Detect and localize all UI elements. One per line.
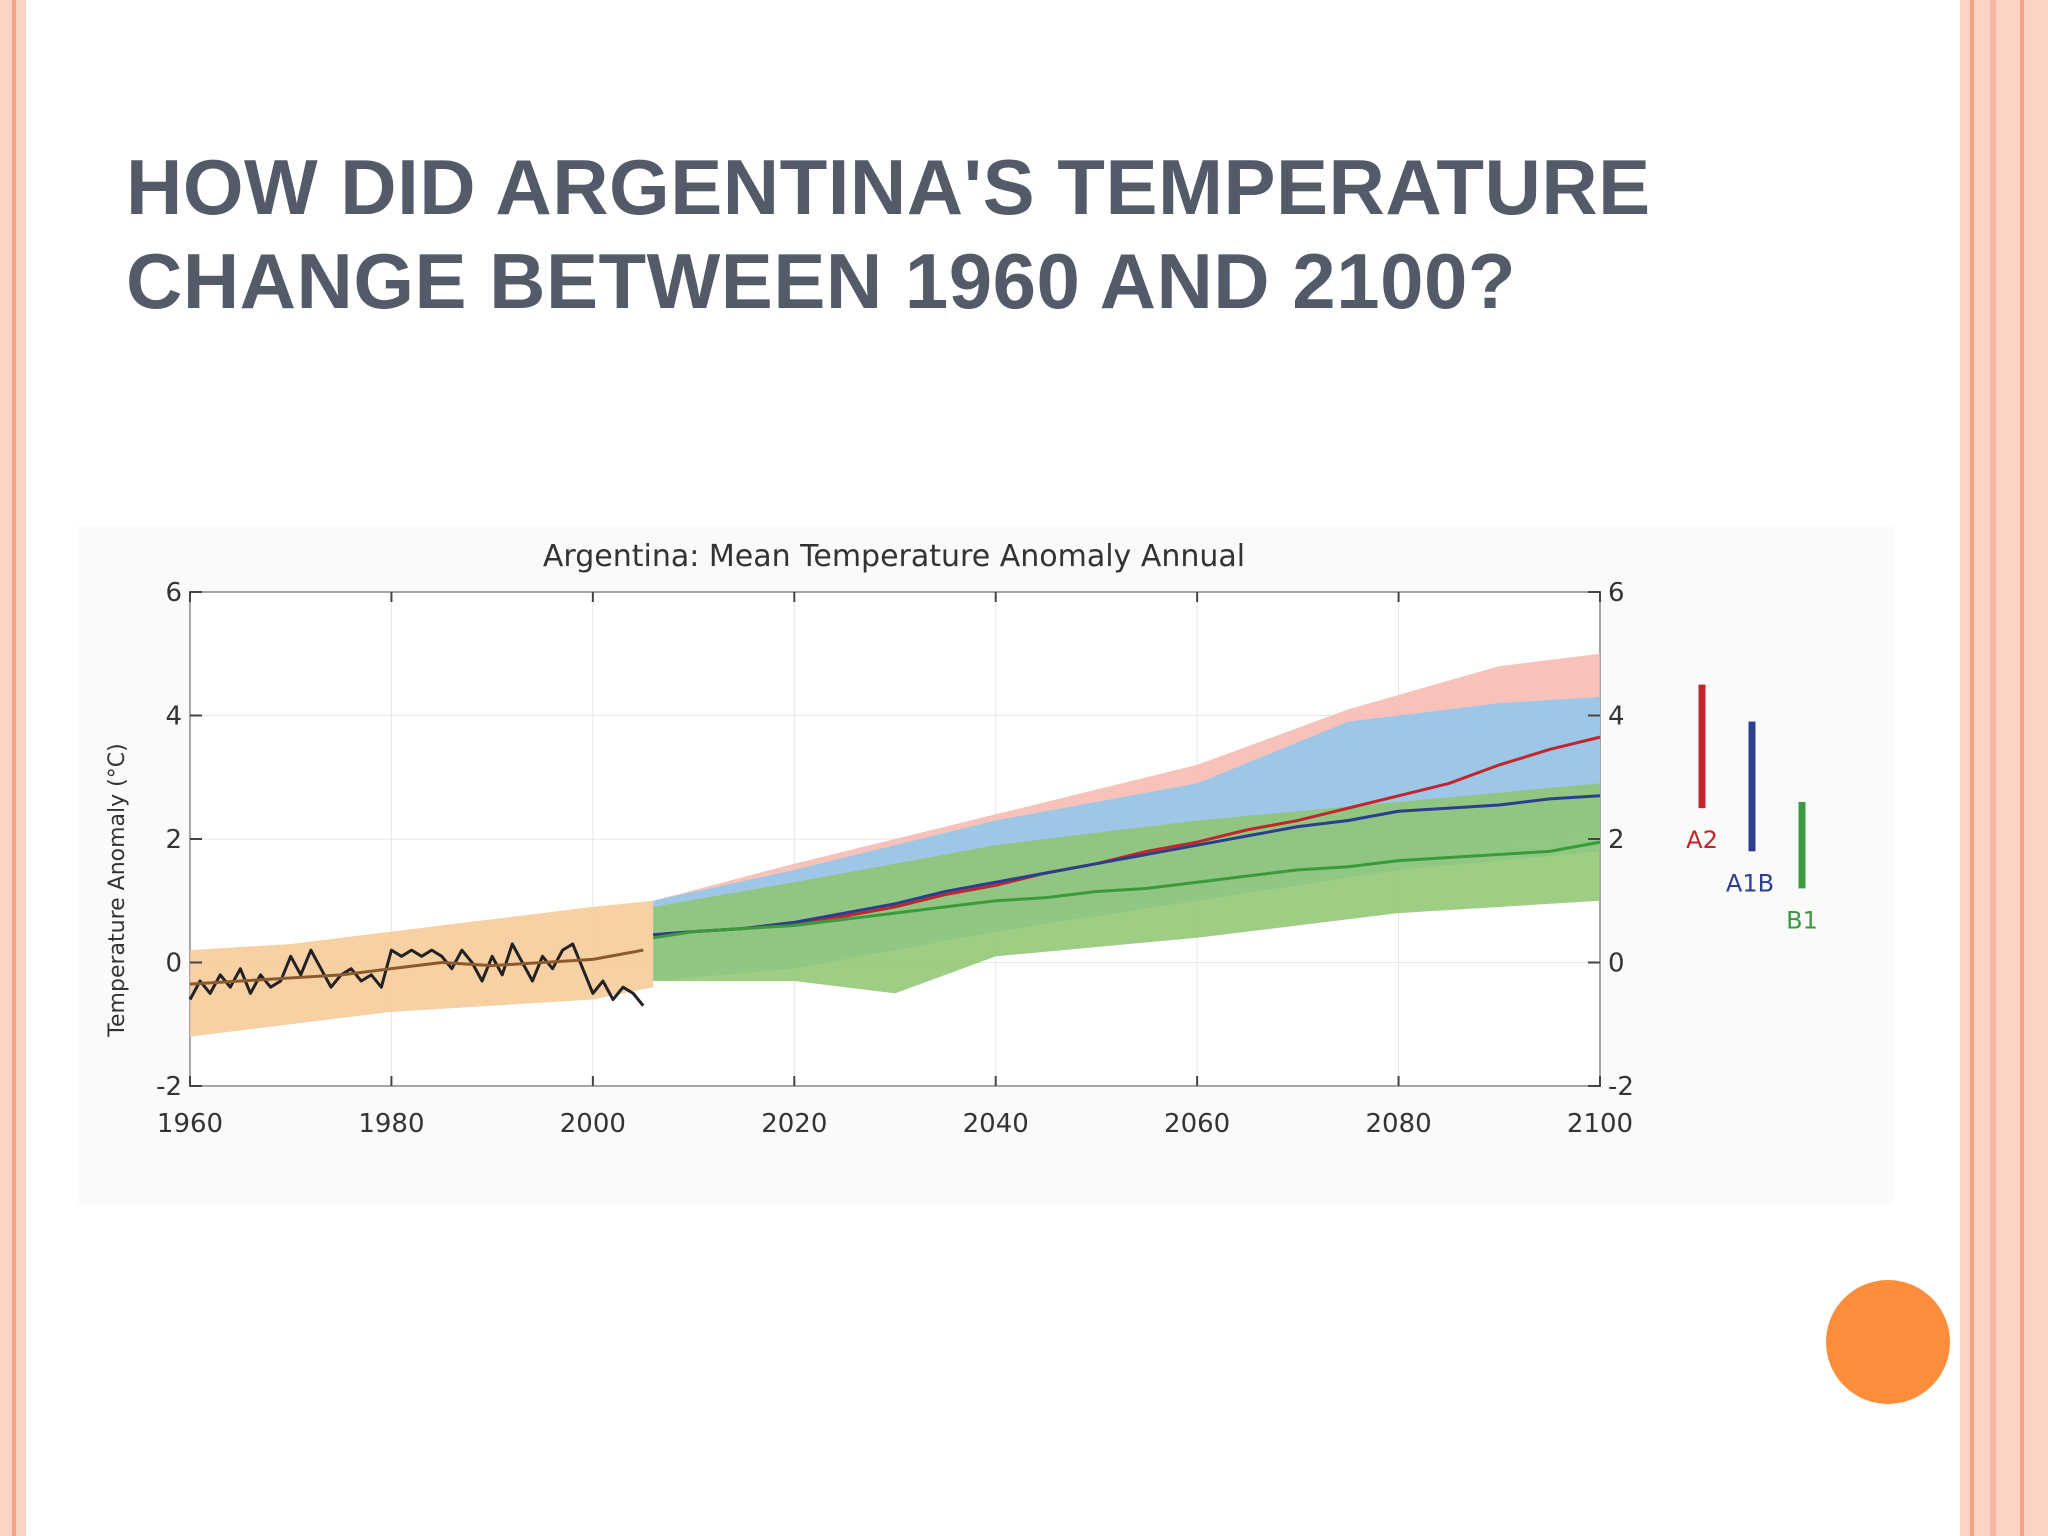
x-tick-label: 2000 <box>560 1109 626 1139</box>
y-tick-label-left: 6 <box>165 578 182 608</box>
y-tick-label-left: 0 <box>165 949 182 979</box>
slide-title-line-1: HOW DID ARGENTINA'S TEMPERATURE <box>126 143 1651 231</box>
right-border-line <box>2020 0 2024 1536</box>
slide-title: HOW DID ARGENTINA'S TEMPERATURE CHANGE B… <box>126 140 1726 328</box>
y-tick-label-right: 6 <box>1608 578 1625 608</box>
y-tick-label-left: -2 <box>156 1072 182 1102</box>
chart-panel: Argentina: Mean Temperature Anomaly Annu… <box>78 526 1894 1204</box>
y-tick-label-right: -2 <box>1608 1072 1634 1102</box>
right-border-line <box>1990 0 1996 1536</box>
series-line-b1 <box>653 840 1601 940</box>
slide-title-line-2: CHANGE BETWEEN 1960 AND 2100? <box>126 237 1516 325</box>
x-tick-label: 2020 <box>761 1109 827 1139</box>
band-historical-model-range <box>190 900 654 1037</box>
y-axis-label: Temperature Anomaly (°C) <box>105 743 130 1037</box>
right-border-line <box>1970 0 1974 1536</box>
series-line-observed <box>188 942 645 1007</box>
temperature-anomaly-chart: Argentina: Mean Temperature Anomaly Annu… <box>105 539 1818 1139</box>
range-bar-label: B1 <box>1786 906 1818 934</box>
x-tick-label: 2100 <box>1567 1109 1633 1139</box>
y-tick-label-right: 4 <box>1608 702 1625 732</box>
range-bar-label: A2 <box>1686 826 1718 854</box>
y-tick-label-left: 2 <box>165 825 182 855</box>
y-tick-label-left: 4 <box>165 702 182 732</box>
orange-dot-decoration <box>1826 1280 1950 1404</box>
x-tick-label: 2080 <box>1365 1109 1431 1139</box>
series-line-a1b <box>653 794 1601 937</box>
range-bar-label: A1B <box>1726 869 1774 897</box>
chart-title: Argentina: Mean Temperature Anomaly Annu… <box>543 539 1245 574</box>
x-tick-label: 2040 <box>963 1109 1029 1139</box>
series-line-model-historical-mean <box>189 948 644 986</box>
right-border-decoration <box>1960 0 2048 1536</box>
x-tick-label: 2060 <box>1164 1109 1230 1139</box>
x-tick-label: 1960 <box>157 1109 223 1139</box>
x-tick-label: 1980 <box>358 1109 424 1139</box>
y-tick-label-right: 2 <box>1608 825 1625 855</box>
y-tick-label-right: 0 <box>1608 949 1625 979</box>
left-border-line <box>12 0 16 1536</box>
